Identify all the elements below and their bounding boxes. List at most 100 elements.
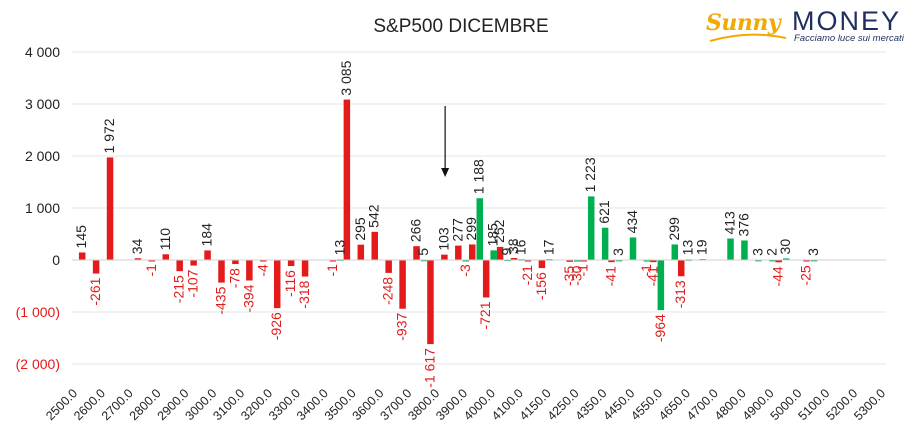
chart-bar [357,244,365,260]
data-label: 38 [505,238,521,254]
chart-bar [650,260,657,263]
data-label: 16 [513,239,529,255]
chart-bar [106,157,114,260]
chart-bar [385,260,392,273]
chart-bar [677,260,685,277]
data-label: -248 [380,277,396,305]
data-label: 266 [408,219,424,243]
data-label: -964 [652,314,668,342]
data-label: 277 [449,218,465,242]
chart-bar [810,259,818,262]
chart-bar [218,260,225,283]
data-label: -1 [575,264,591,277]
sunny-money-logo: Sunny MONEY Facciamo luce sui mercati [706,6,916,46]
data-label: -721 [477,301,493,329]
y-tick-label: 0 [52,252,60,268]
data-label: -156 [533,272,549,300]
chart-bar [727,238,734,260]
data-label: 376 [735,213,751,237]
chart-bar [608,260,615,263]
data-label: 621 [596,200,612,224]
data-label: -107 [185,269,201,297]
chart-bar [741,240,748,260]
data-label: 1 223 [582,157,598,192]
data-label: 17 [540,239,556,255]
chart-bar [78,252,86,260]
data-label: -261 [87,277,103,305]
chart-bar [469,244,476,260]
y-tick-label: (2 000) [16,356,60,372]
x-tick-label: 5300.0 [851,386,888,423]
chart-bar [287,260,295,267]
data-label: -3 [457,264,473,277]
data-label: -1 [638,264,654,277]
data-label: 34 [129,238,145,254]
data-label: -313 [672,280,688,308]
y-tick-label: (1 000) [16,304,60,320]
chart-bar [427,260,434,345]
chart-bar [587,196,595,260]
data-label: 3 [749,248,765,256]
data-label: 252 [491,219,507,243]
data-label: 299 [463,217,479,241]
chart-bar [134,258,142,260]
data-label: -25 [798,265,814,285]
chart-bar [232,260,239,265]
data-label: 295 [352,217,368,241]
data-label: -435 [212,286,228,314]
data-label: -78 [226,268,242,288]
data-label: 13 [331,240,347,256]
chart-bar [343,99,351,260]
chart-bar [524,260,532,262]
data-label: -35 [561,266,577,286]
data-label: 30 [777,239,793,255]
chart-bar [657,260,665,311]
data-label: -4 [254,264,270,277]
data-label: -318 [296,280,312,308]
data-label: -215 [171,275,187,303]
data-label: 542 [366,204,382,228]
chart-bar [643,260,651,262]
data-label: -30 [568,265,584,285]
chart-bar [399,260,406,309]
data-label: -41 [644,266,660,286]
y-tick-label: 3 000 [25,96,60,112]
data-label: 5 [415,248,431,256]
chart-bar [92,260,100,274]
chart-bar [148,260,156,262]
data-label: 1 188 [471,159,487,194]
chart-bar [538,260,546,269]
data-label: 110 [157,228,173,251]
logo-brand-sunny: Sunny [706,10,781,36]
chart-bar [260,260,267,262]
data-label: 13 [680,240,696,256]
data-label: -116 [282,270,298,297]
y-tick-label: 1 000 [25,200,60,216]
chart-bar [803,260,810,262]
data-label: -1 617 [421,348,437,388]
data-label: -1 [143,264,159,277]
chart-bar [441,254,448,260]
chart-bar [775,260,782,263]
chart-bar [371,231,378,260]
chart-bar [490,250,497,260]
chart-bar [755,259,762,262]
data-label: 434 [624,210,640,234]
data-label: -21 [519,265,535,285]
chart-bar [769,259,776,262]
chart-bar [413,246,420,260]
chart-bar [566,260,574,262]
data-label: 3 [805,248,821,256]
chart-bar [629,237,637,260]
data-label: 184 [199,223,215,247]
chart-bar [462,260,470,262]
chart-bar [496,246,504,260]
chart-bar [510,258,518,260]
chart-bar [482,260,490,298]
data-label: -937 [394,313,410,341]
data-label: 3 085 [338,60,354,95]
data-label: -926 [268,312,284,340]
data-label: 145 [73,225,89,249]
chart-bar [580,260,587,262]
